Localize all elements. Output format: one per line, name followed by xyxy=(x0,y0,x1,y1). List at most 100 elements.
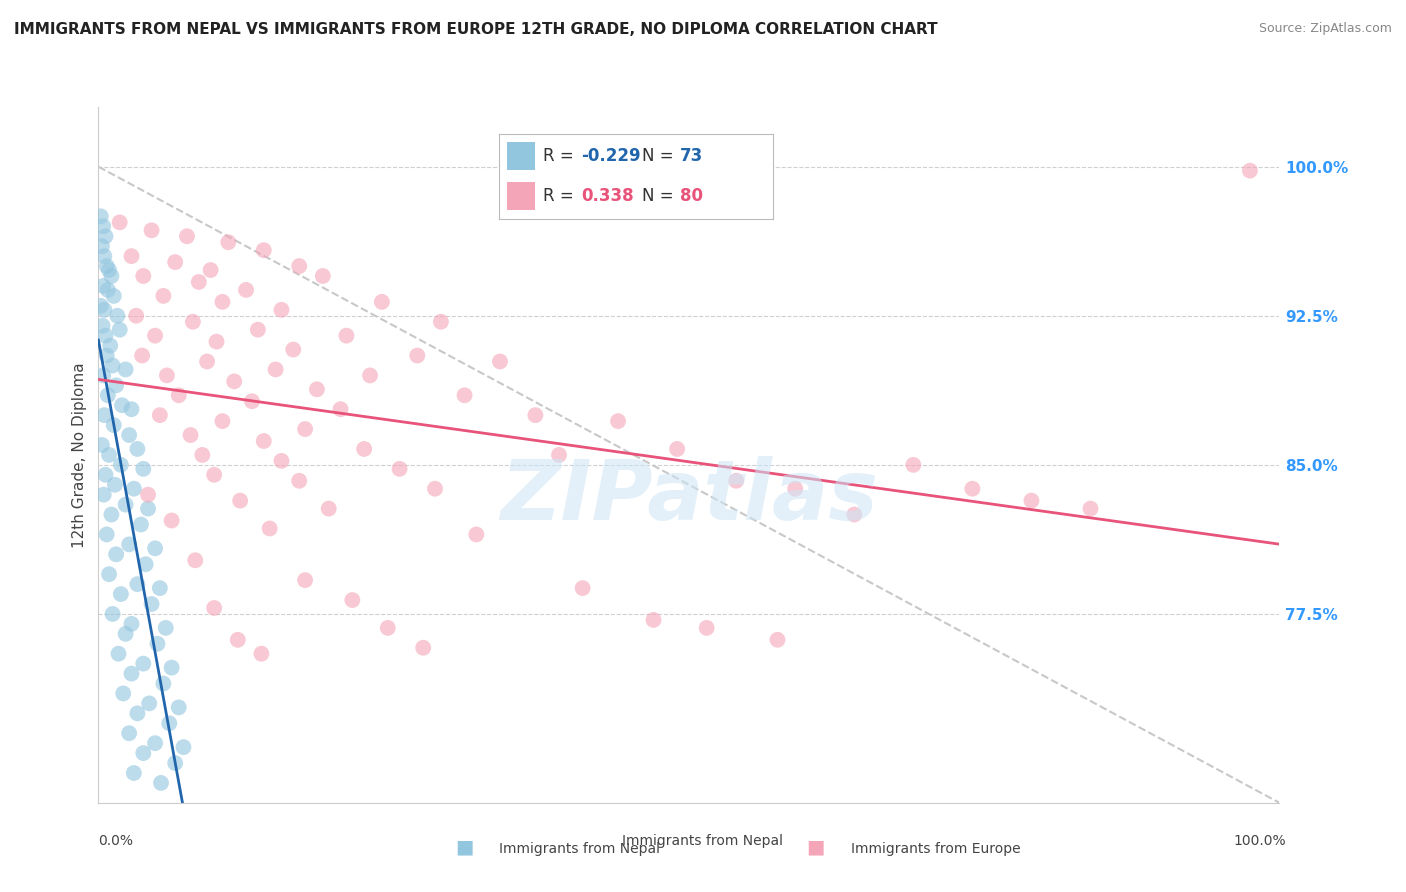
Point xyxy=(187,275,209,289)
Point xyxy=(342,593,364,607)
Point xyxy=(143,328,166,343)
Point xyxy=(294,573,316,587)
Point xyxy=(229,493,252,508)
Text: Immigrants from Nepal: Immigrants from Nepal xyxy=(623,834,783,848)
Point xyxy=(136,488,159,502)
Point xyxy=(141,597,163,611)
Point xyxy=(195,354,218,368)
Point xyxy=(121,616,143,631)
Point xyxy=(121,666,143,681)
Point xyxy=(844,508,866,522)
Point xyxy=(785,482,807,496)
Point xyxy=(294,422,316,436)
Point xyxy=(165,255,187,269)
Point xyxy=(329,402,352,417)
Point xyxy=(136,501,159,516)
Point xyxy=(111,398,134,412)
Point xyxy=(288,259,311,273)
Text: -0.229: -0.229 xyxy=(582,147,641,165)
Point xyxy=(132,268,155,283)
Point xyxy=(288,474,311,488)
Text: R =: R = xyxy=(543,187,579,205)
Point xyxy=(135,558,157,572)
Point xyxy=(453,388,475,402)
Point xyxy=(90,210,112,224)
Point xyxy=(103,418,125,433)
Point xyxy=(270,454,292,468)
Point xyxy=(91,438,114,452)
Point xyxy=(96,259,118,273)
Point xyxy=(103,289,125,303)
Point xyxy=(217,235,239,250)
Point xyxy=(93,408,115,422)
Point xyxy=(180,428,202,442)
Point xyxy=(108,215,131,229)
Point xyxy=(160,514,183,528)
Point xyxy=(143,736,166,750)
Point xyxy=(94,328,117,343)
Point xyxy=(270,302,292,317)
Point xyxy=(127,577,149,591)
Point xyxy=(156,368,179,383)
Point xyxy=(127,706,149,721)
Point xyxy=(377,621,399,635)
Point xyxy=(110,458,132,472)
Point xyxy=(1239,163,1261,178)
Point xyxy=(125,309,148,323)
Point xyxy=(105,309,128,323)
Y-axis label: 12th Grade, No Diploma: 12th Grade, No Diploma xyxy=(72,362,87,548)
Point xyxy=(259,521,281,535)
Point xyxy=(335,328,357,343)
Point xyxy=(181,315,204,329)
Point xyxy=(903,458,925,472)
Point xyxy=(224,375,246,389)
Point xyxy=(114,498,136,512)
Point xyxy=(696,621,718,635)
Point xyxy=(359,368,381,383)
Point xyxy=(114,627,136,641)
Point xyxy=(250,647,273,661)
Text: N =: N = xyxy=(641,147,679,165)
Point xyxy=(211,414,233,428)
Text: Immigrants from Nepal: Immigrants from Nepal xyxy=(499,842,661,856)
Point xyxy=(205,334,228,349)
Point xyxy=(132,462,155,476)
Point xyxy=(98,567,121,582)
Point xyxy=(150,776,173,790)
Point xyxy=(643,613,665,627)
Point xyxy=(122,482,145,496)
Point xyxy=(184,553,207,567)
Point xyxy=(167,700,190,714)
Point xyxy=(96,527,118,541)
Point xyxy=(93,488,115,502)
Point xyxy=(101,359,124,373)
Text: 73: 73 xyxy=(681,147,703,165)
Point xyxy=(465,527,488,541)
Point xyxy=(93,249,115,263)
Text: 0.338: 0.338 xyxy=(582,187,634,205)
Bar xyxy=(508,182,534,211)
Point xyxy=(165,756,187,770)
Point xyxy=(571,581,593,595)
Point xyxy=(94,229,117,244)
Point xyxy=(246,323,269,337)
Point xyxy=(91,318,114,333)
Point xyxy=(766,632,789,647)
Point xyxy=(253,243,276,257)
Text: ■: ■ xyxy=(454,838,474,856)
Text: 100.0%: 100.0% xyxy=(1234,834,1286,848)
Point xyxy=(155,621,177,635)
Point xyxy=(91,219,114,234)
Point xyxy=(97,283,120,297)
Text: ZIPatlas: ZIPatlas xyxy=(501,456,877,537)
Text: R =: R = xyxy=(543,147,579,165)
Point xyxy=(105,547,128,561)
Point xyxy=(101,607,124,621)
Point xyxy=(129,517,152,532)
Point xyxy=(264,362,287,376)
Point xyxy=(318,501,340,516)
Point xyxy=(114,362,136,376)
Point xyxy=(191,448,214,462)
Point xyxy=(104,477,127,491)
Point xyxy=(93,302,115,317)
